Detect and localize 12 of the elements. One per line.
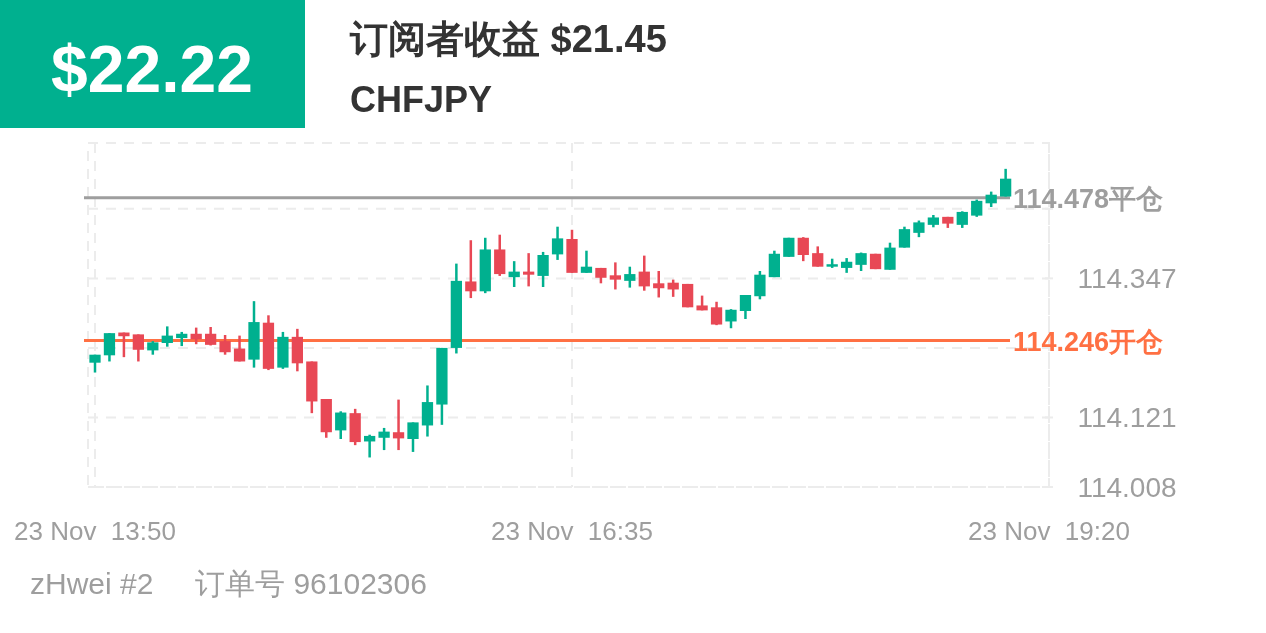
ref-line-label: 114.478平仓 [1013,183,1164,214]
x-tick-label: 23 Nov 19:20 [968,516,1130,546]
chart-title: 订阅者收益 $21.45 [349,18,667,60]
ref-line-label: 114.246开仓 [1013,326,1164,357]
x-tick-label: 23 Nov 13:50 [14,516,176,546]
chart-subtitle: CHFJPY [350,79,493,120]
x-tick-label: 23 Nov 16:35 [491,516,653,546]
text: zHwei #2 订单号 96102306 [30,567,427,600]
y-tick-label: 114.121 [1077,402,1177,434]
y-tick-label: 114.347 [1077,263,1177,295]
y-tick-label: 114.008 [1077,472,1177,503]
text: $22.22 [51,32,253,106]
